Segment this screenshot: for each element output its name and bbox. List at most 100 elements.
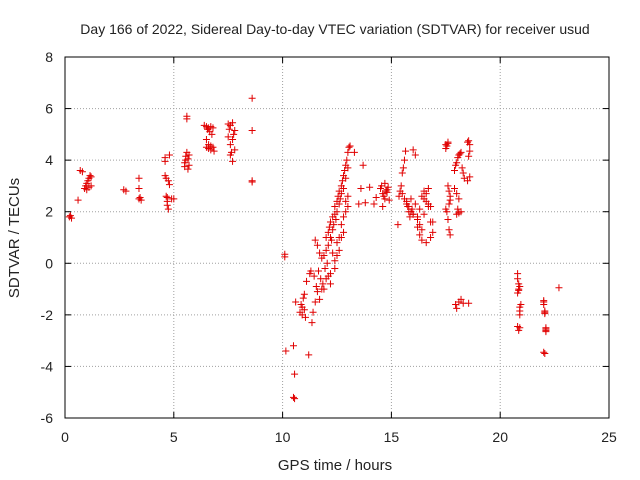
data-point: [185, 161, 193, 169]
data-point: [248, 94, 256, 102]
data-point: [381, 195, 389, 203]
data-point: [184, 155, 192, 163]
data-point: [516, 324, 524, 332]
data-point: [424, 185, 432, 193]
data-point: [541, 350, 549, 358]
data-point: [292, 298, 300, 306]
data-point: [326, 270, 334, 278]
data-point: [333, 239, 341, 247]
data-point: [427, 218, 435, 226]
data-point: [402, 147, 410, 155]
data-point: [330, 221, 338, 229]
data-point: [381, 179, 389, 187]
data-point: [137, 196, 145, 204]
y-tick-label: 6: [45, 101, 53, 117]
data-point: [122, 187, 130, 195]
data-point: [372, 194, 380, 202]
data-point: [446, 231, 454, 239]
data-point: [540, 348, 548, 356]
data-point: [231, 146, 239, 154]
x-tick-label: 5: [170, 429, 178, 445]
data-point: [515, 286, 523, 294]
data-point: [226, 141, 234, 149]
data-point: [337, 221, 345, 229]
data-point: [350, 148, 358, 156]
data-point: [281, 253, 289, 261]
data-point: [357, 185, 365, 193]
data-point: [446, 192, 454, 200]
data-point: [231, 126, 239, 134]
data-point: [309, 308, 317, 316]
data-point: [411, 151, 419, 159]
x-axis-ticks: 0 5 10 15 20 25: [61, 57, 617, 445]
data-point: [248, 178, 256, 186]
data-point: [414, 223, 422, 231]
data-point: [458, 164, 466, 172]
data-point: [444, 215, 452, 223]
plot-frame: [64, 56, 610, 419]
data-point: [427, 234, 435, 241]
data-point: [324, 228, 332, 236]
data-point: [163, 201, 171, 209]
data-point: [444, 139, 452, 147]
data-point: [355, 200, 363, 208]
data-point: [323, 259, 331, 267]
data-point: [340, 228, 348, 236]
data-point: [359, 161, 367, 169]
data-point: [328, 236, 336, 244]
data-point: [229, 119, 237, 127]
data-point: [422, 239, 430, 247]
data-point: [451, 185, 459, 193]
y-axis-ticks: -6 -4 -2 0 2 4 6 8: [41, 49, 609, 426]
data-point: [229, 157, 237, 165]
data-point: [459, 169, 467, 177]
data-point: [207, 142, 215, 150]
data-point: [210, 147, 218, 155]
data-point: [300, 290, 308, 298]
data-point: [453, 190, 461, 198]
data-point: [542, 328, 550, 336]
data-point: [225, 125, 233, 133]
data-point: [337, 190, 345, 198]
data-point: [361, 199, 369, 207]
data-point: [420, 210, 428, 218]
data-point: [322, 246, 330, 254]
data-point: [162, 192, 170, 200]
data-point: [383, 186, 391, 194]
data-point: [457, 295, 465, 303]
data-point: [322, 275, 330, 283]
data-point: [465, 152, 473, 160]
data-point: [329, 249, 337, 257]
data-point: [321, 264, 329, 272]
data-point: [516, 311, 524, 319]
data-point: [409, 210, 417, 218]
data-point: [282, 347, 290, 355]
data-point: [517, 301, 525, 309]
data-point: [185, 151, 193, 159]
data-point: [343, 156, 351, 164]
y-tick-label: -4: [41, 358, 54, 374]
data-point: [344, 203, 352, 211]
x-tick-label: 20: [492, 429, 508, 445]
data-point: [445, 187, 453, 195]
data-point: [342, 174, 350, 182]
data-point: [366, 183, 374, 191]
data-point: [379, 203, 387, 211]
data-point: [87, 173, 95, 181]
data-point: [407, 195, 415, 203]
data-point: [418, 236, 426, 244]
data-point: [555, 284, 563, 292]
data-point: [74, 196, 82, 204]
data-point: [445, 200, 453, 208]
y-axis-label: SDTVAR / TECUs: [6, 178, 23, 298]
x-tick-label: 10: [275, 429, 291, 445]
data-point: [455, 195, 463, 203]
data-point: [324, 241, 332, 249]
data-point: [308, 319, 316, 327]
data-point: [335, 246, 343, 254]
data-point: [289, 393, 297, 401]
data-point: [342, 208, 350, 216]
data-point: [315, 267, 323, 275]
data-point: [333, 208, 341, 216]
data-point: [466, 147, 474, 155]
